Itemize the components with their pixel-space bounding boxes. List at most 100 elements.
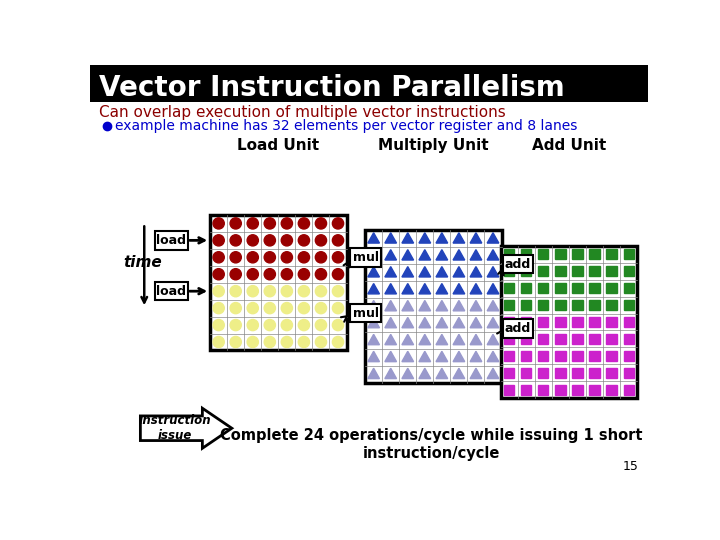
- Bar: [539, 384, 549, 395]
- Bar: [572, 334, 582, 344]
- Circle shape: [230, 218, 241, 229]
- Polygon shape: [385, 368, 397, 379]
- Bar: [624, 300, 634, 310]
- Polygon shape: [368, 368, 379, 379]
- Polygon shape: [385, 249, 397, 260]
- Text: Instruction
issue: Instruction issue: [139, 414, 212, 442]
- Bar: [555, 368, 565, 378]
- Circle shape: [298, 336, 310, 348]
- Polygon shape: [385, 334, 397, 345]
- Polygon shape: [419, 334, 431, 345]
- Polygon shape: [368, 267, 379, 277]
- Polygon shape: [453, 267, 464, 277]
- Polygon shape: [436, 368, 448, 379]
- Bar: [210, 215, 346, 350]
- Bar: [590, 300, 600, 310]
- Polygon shape: [470, 267, 482, 277]
- Polygon shape: [487, 233, 499, 243]
- Text: Can overlap execution of multiple vector instructions: Can overlap execution of multiple vector…: [99, 105, 506, 120]
- Polygon shape: [436, 267, 448, 277]
- Polygon shape: [436, 318, 448, 328]
- Bar: [606, 300, 617, 310]
- Polygon shape: [368, 352, 379, 362]
- Circle shape: [315, 235, 327, 246]
- Polygon shape: [419, 249, 431, 260]
- Text: Complete 24 operations/cycle while issuing 1 short
instruction/cycle: Complete 24 operations/cycle while issui…: [220, 428, 642, 461]
- Circle shape: [213, 252, 224, 263]
- Bar: [504, 384, 514, 395]
- Polygon shape: [436, 352, 448, 362]
- Bar: [590, 334, 600, 344]
- Polygon shape: [368, 284, 379, 294]
- Circle shape: [230, 268, 241, 280]
- Polygon shape: [487, 318, 499, 328]
- Bar: [590, 317, 600, 327]
- Bar: [555, 249, 565, 259]
- Circle shape: [315, 218, 327, 229]
- Polygon shape: [419, 368, 431, 379]
- Bar: [624, 368, 634, 378]
- Polygon shape: [368, 318, 379, 328]
- Text: Vector Instruction Parallelism: Vector Instruction Parallelism: [99, 74, 565, 102]
- Bar: [504, 317, 514, 327]
- Circle shape: [333, 302, 343, 314]
- Polygon shape: [453, 284, 464, 294]
- Circle shape: [333, 336, 343, 348]
- Text: example machine has 32 elements per vector register and 8 lanes: example machine has 32 elements per vect…: [114, 119, 577, 133]
- Circle shape: [213, 268, 224, 280]
- Circle shape: [282, 320, 292, 330]
- Polygon shape: [487, 267, 499, 277]
- Polygon shape: [453, 352, 464, 362]
- Bar: [521, 384, 531, 395]
- FancyBboxPatch shape: [351, 304, 382, 322]
- Circle shape: [298, 320, 310, 330]
- Polygon shape: [402, 352, 413, 362]
- Bar: [521, 266, 531, 276]
- Bar: [624, 266, 634, 276]
- Polygon shape: [453, 334, 464, 345]
- Bar: [521, 283, 531, 293]
- Polygon shape: [385, 300, 397, 311]
- Polygon shape: [470, 233, 482, 243]
- Polygon shape: [402, 233, 413, 243]
- Bar: [539, 351, 549, 361]
- Text: mul: mul: [353, 251, 379, 264]
- Polygon shape: [140, 408, 232, 448]
- Bar: [504, 266, 514, 276]
- Text: mul: mul: [353, 307, 379, 320]
- Bar: [539, 283, 549, 293]
- Circle shape: [264, 218, 276, 229]
- Bar: [606, 384, 617, 395]
- Polygon shape: [419, 267, 431, 277]
- Polygon shape: [419, 233, 431, 243]
- Polygon shape: [487, 368, 499, 379]
- Bar: [590, 351, 600, 361]
- Circle shape: [298, 218, 310, 229]
- Bar: [572, 266, 582, 276]
- Bar: [521, 249, 531, 259]
- Circle shape: [230, 235, 241, 246]
- Bar: [606, 266, 617, 276]
- Bar: [606, 249, 617, 259]
- Bar: [521, 317, 531, 327]
- Circle shape: [264, 286, 276, 297]
- Polygon shape: [436, 300, 448, 311]
- Circle shape: [247, 235, 258, 246]
- Bar: [539, 266, 549, 276]
- Bar: [624, 351, 634, 361]
- Circle shape: [213, 235, 224, 246]
- Polygon shape: [385, 233, 397, 243]
- Circle shape: [315, 336, 327, 348]
- Bar: [555, 384, 565, 395]
- Circle shape: [213, 286, 224, 297]
- Polygon shape: [453, 300, 464, 311]
- Circle shape: [230, 336, 241, 348]
- Polygon shape: [419, 284, 431, 294]
- Circle shape: [282, 286, 292, 297]
- Circle shape: [264, 235, 276, 246]
- Polygon shape: [487, 249, 499, 260]
- FancyBboxPatch shape: [503, 255, 533, 273]
- Polygon shape: [368, 334, 379, 345]
- Polygon shape: [368, 249, 379, 260]
- FancyBboxPatch shape: [351, 248, 382, 267]
